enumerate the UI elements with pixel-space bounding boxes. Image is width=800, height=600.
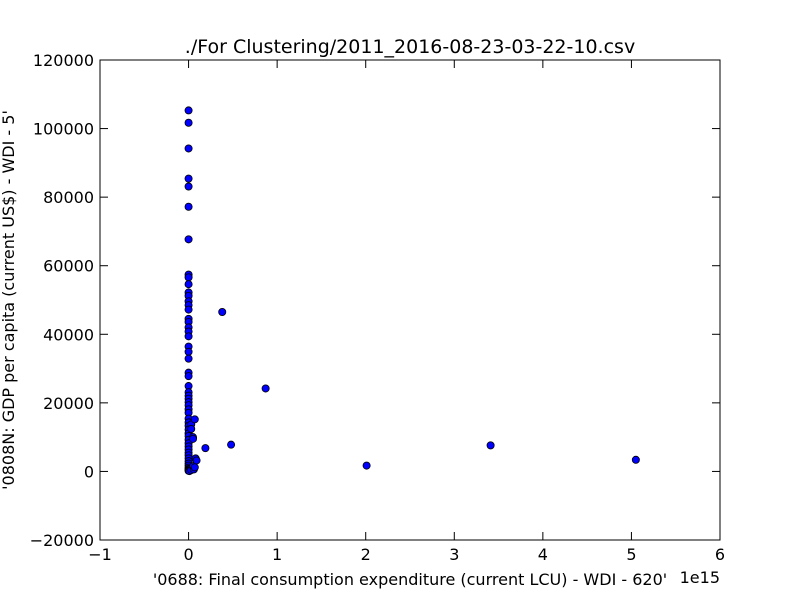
data-point: [184, 182, 193, 191]
data-point: [184, 305, 193, 314]
y-axis-label: '0808N: GDP per capita (current US$) - W…: [0, 110, 18, 490]
data-point: [631, 455, 640, 464]
y-tick-label: 80000: [43, 188, 94, 207]
data-point: [184, 235, 193, 244]
data-point: [184, 332, 193, 341]
x-tick-label: 5: [626, 545, 636, 564]
plot-frame: [99, 59, 721, 541]
data-point: [201, 444, 210, 453]
data-point: [184, 372, 193, 381]
x-tick-label: 6: [715, 545, 725, 564]
x-tick-label: 4: [538, 545, 548, 564]
data-point: [184, 280, 193, 289]
x-axis: −1 0 1 2 3 4 5 6: [88, 60, 725, 564]
y-tick-label: 60000: [43, 257, 94, 276]
y-tick-label: 0: [84, 462, 94, 481]
chart-title: ./For Clustering/2011_2016-08-23-03-22-1…: [185, 36, 635, 58]
data-point: [190, 415, 199, 424]
data-point: [192, 456, 201, 465]
data-point: [486, 441, 495, 450]
x-axis-offset-label: 1e15: [680, 568, 720, 587]
x-axis-label: '0688: Final consumption expenditure (cu…: [153, 570, 667, 589]
data-point: [227, 440, 236, 449]
y-tick-label: 120000: [33, 51, 94, 70]
data-point: [184, 354, 193, 363]
data-point: [362, 461, 371, 470]
x-tick-label: 3: [449, 545, 459, 564]
x-tick-label: 2: [361, 545, 371, 564]
data-point: [187, 424, 196, 433]
x-tick-label: 0: [183, 545, 193, 564]
data-points: [184, 106, 640, 476]
data-point: [190, 463, 199, 472]
x-tick-label: 1: [272, 545, 282, 564]
data-point: [184, 273, 193, 282]
y-tick-label: 40000: [43, 325, 94, 344]
data-point: [184, 106, 193, 115]
data-point: [184, 347, 193, 356]
y-axis: −20000 0 20000 40000 60000 80000 100000 120000: [30, 51, 720, 550]
data-point: [184, 118, 193, 127]
data-point: [184, 174, 193, 183]
x-tick-label: −1: [88, 545, 112, 564]
data-point: [188, 434, 197, 443]
y-tick-label: −20000: [30, 531, 94, 550]
data-point: [184, 202, 193, 211]
y-tick-label: 100000: [33, 120, 94, 139]
data-point: [218, 307, 227, 316]
data-point: [184, 144, 193, 153]
data-point: [261, 384, 270, 393]
y-tick-label: 20000: [43, 394, 94, 413]
